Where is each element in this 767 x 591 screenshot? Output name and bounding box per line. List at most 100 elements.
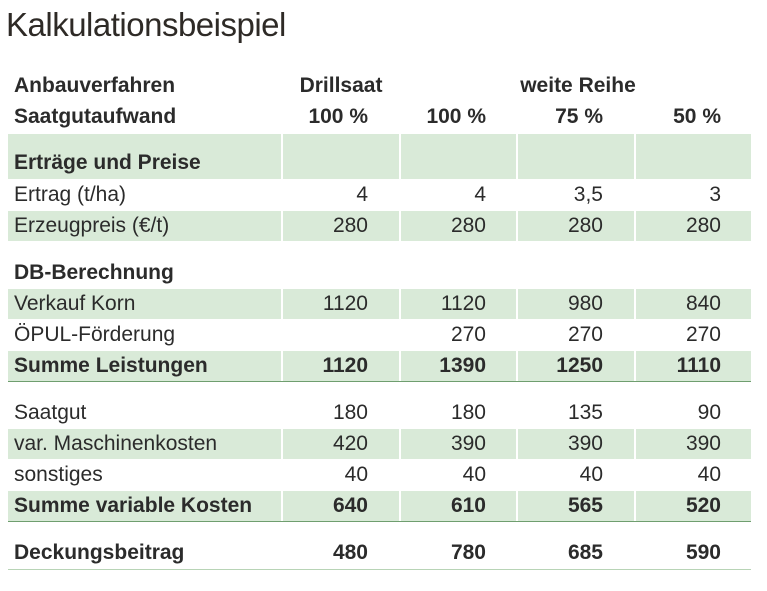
header-label-saatgutaufwand: Saatgutaufwand bbox=[14, 105, 177, 128]
column-separator bbox=[634, 491, 636, 521]
column-separator bbox=[399, 134, 401, 179]
row-value: 420 bbox=[332, 432, 368, 455]
row-value: 780 bbox=[450, 541, 486, 564]
row-value: 4 bbox=[356, 183, 368, 206]
row-label: Summe Leistungen bbox=[14, 354, 208, 377]
row-label: Deckungsbeitrag bbox=[14, 541, 185, 564]
row-value: 180 bbox=[332, 401, 368, 424]
header-value: 100 % bbox=[308, 105, 368, 128]
column-separator bbox=[516, 491, 518, 521]
row-value: 640 bbox=[332, 494, 368, 517]
page-title: Kalkulationsbeispiel bbox=[6, 6, 286, 43]
row-label: Ertrag (t/ha) bbox=[14, 183, 127, 206]
row-label: sonstiges bbox=[14, 463, 103, 486]
column-separator bbox=[516, 211, 518, 241]
row-label: Saatgut bbox=[14, 401, 87, 424]
row-value: 40 bbox=[462, 463, 486, 486]
header-value: 50 % bbox=[673, 105, 721, 128]
column-separator bbox=[634, 134, 636, 179]
column-separator bbox=[281, 429, 283, 459]
column-separator bbox=[516, 351, 518, 381]
row-value: 270 bbox=[685, 323, 721, 346]
column-separator bbox=[399, 289, 401, 319]
row-value: 270 bbox=[567, 323, 603, 346]
column-separator bbox=[516, 429, 518, 459]
row-value: 280 bbox=[450, 214, 486, 237]
column-separator bbox=[399, 491, 401, 521]
row-value: 40 bbox=[697, 463, 721, 486]
row-value: 840 bbox=[685, 292, 721, 315]
column-separator bbox=[281, 351, 283, 381]
row-value: 180 bbox=[450, 401, 486, 424]
divider bbox=[8, 521, 751, 522]
row-value: 90 bbox=[697, 401, 721, 424]
row-value: 480 bbox=[332, 541, 368, 564]
row-label: var. Maschinenkosten bbox=[14, 432, 218, 455]
row-value: 3 bbox=[709, 183, 721, 206]
column-separator bbox=[281, 211, 283, 241]
row-value: 3,5 bbox=[573, 183, 603, 206]
column-separator bbox=[399, 429, 401, 459]
table-row-saatgut: Saatgut 180 180 135 90 bbox=[8, 398, 751, 428]
row-value: 1250 bbox=[556, 354, 603, 377]
section-ertraege: Erträge und Preise bbox=[8, 134, 751, 179]
table-row-sonstiges: sonstiges 40 40 40 40 bbox=[8, 460, 751, 490]
header-value: 75 % bbox=[555, 105, 603, 128]
row-value: 1120 bbox=[322, 292, 368, 315]
divider bbox=[8, 569, 751, 570]
row-value: 565 bbox=[567, 494, 603, 517]
header-row-anbauverfahren: Anbauverfahren Drillsaat weite Reihe bbox=[8, 71, 751, 101]
row-value: 270 bbox=[450, 323, 486, 346]
divider bbox=[8, 381, 751, 382]
header-row-saatgutaufwand: Saatgutaufwand 100 % 100 % 75 % 50 % bbox=[8, 102, 751, 132]
section-title-db: DB-Berechnung bbox=[14, 261, 174, 284]
section-title-ertraege: Erträge und Preise bbox=[14, 151, 201, 174]
table-row-summe-variable: Summe variable Kosten 640 610 565 520 bbox=[8, 491, 751, 521]
row-value: 1120 bbox=[322, 354, 368, 377]
table-row-summe-leistungen: Summe Leistungen 1120 1390 1250 1110 bbox=[8, 351, 751, 381]
row-value: 135 bbox=[567, 401, 603, 424]
table-row-ertrag: Ertrag (t/ha) 4 4 3,5 3 bbox=[8, 180, 751, 210]
row-label: Erzeugpreis (€/t) bbox=[14, 214, 170, 237]
header-weite-reihe: weite Reihe bbox=[520, 74, 636, 97]
header-drillsaat: Drillsaat bbox=[299, 74, 383, 97]
column-separator bbox=[281, 289, 283, 319]
column-separator bbox=[634, 429, 636, 459]
row-value: 1110 bbox=[676, 354, 721, 377]
table-row-maschinen: var. Maschinenkosten 420 390 390 390 bbox=[8, 429, 751, 459]
row-value: 280 bbox=[567, 214, 603, 237]
column-separator bbox=[634, 289, 636, 319]
column-separator bbox=[399, 211, 401, 241]
column-separator bbox=[634, 351, 636, 381]
row-value: 685 bbox=[567, 541, 603, 564]
row-value: 1120 bbox=[440, 292, 486, 315]
header-value: 100 % bbox=[426, 105, 486, 128]
table-row-verkauf: Verkauf Korn 1120 1120 980 840 bbox=[8, 289, 751, 319]
row-value: 1390 bbox=[439, 354, 486, 377]
column-separator bbox=[281, 134, 283, 179]
header-label-anbauverfahren: Anbauverfahren bbox=[14, 74, 176, 97]
row-label: Summe variable Kosten bbox=[14, 494, 253, 517]
row-value: 590 bbox=[685, 541, 721, 564]
column-separator bbox=[634, 211, 636, 241]
table-row-oepul: ÖPUL-Förderung 270 270 270 bbox=[8, 320, 751, 350]
column-separator bbox=[281, 491, 283, 521]
row-label: Verkauf Korn bbox=[14, 292, 136, 315]
row-value: 610 bbox=[450, 494, 486, 517]
row-value: 280 bbox=[685, 214, 721, 237]
row-value: 40 bbox=[579, 463, 603, 486]
table-row-erzeugpreis: Erzeugpreis (€/t) 280 280 280 280 bbox=[8, 211, 751, 241]
column-separator bbox=[516, 289, 518, 319]
section-db: DB-Berechnung bbox=[8, 258, 751, 288]
row-value: 390 bbox=[567, 432, 603, 455]
table-row-deckungsbeitrag: Deckungsbeitrag 480 780 685 590 bbox=[8, 538, 751, 568]
row-value: 980 bbox=[567, 292, 603, 315]
row-value: 520 bbox=[685, 494, 721, 517]
row-label: ÖPUL-Förderung bbox=[14, 323, 176, 346]
column-separator bbox=[399, 351, 401, 381]
row-value: 280 bbox=[332, 214, 368, 237]
row-value: 390 bbox=[450, 432, 486, 455]
row-value: 4 bbox=[474, 183, 486, 206]
column-separator bbox=[516, 134, 518, 179]
row-value: 390 bbox=[685, 432, 721, 455]
